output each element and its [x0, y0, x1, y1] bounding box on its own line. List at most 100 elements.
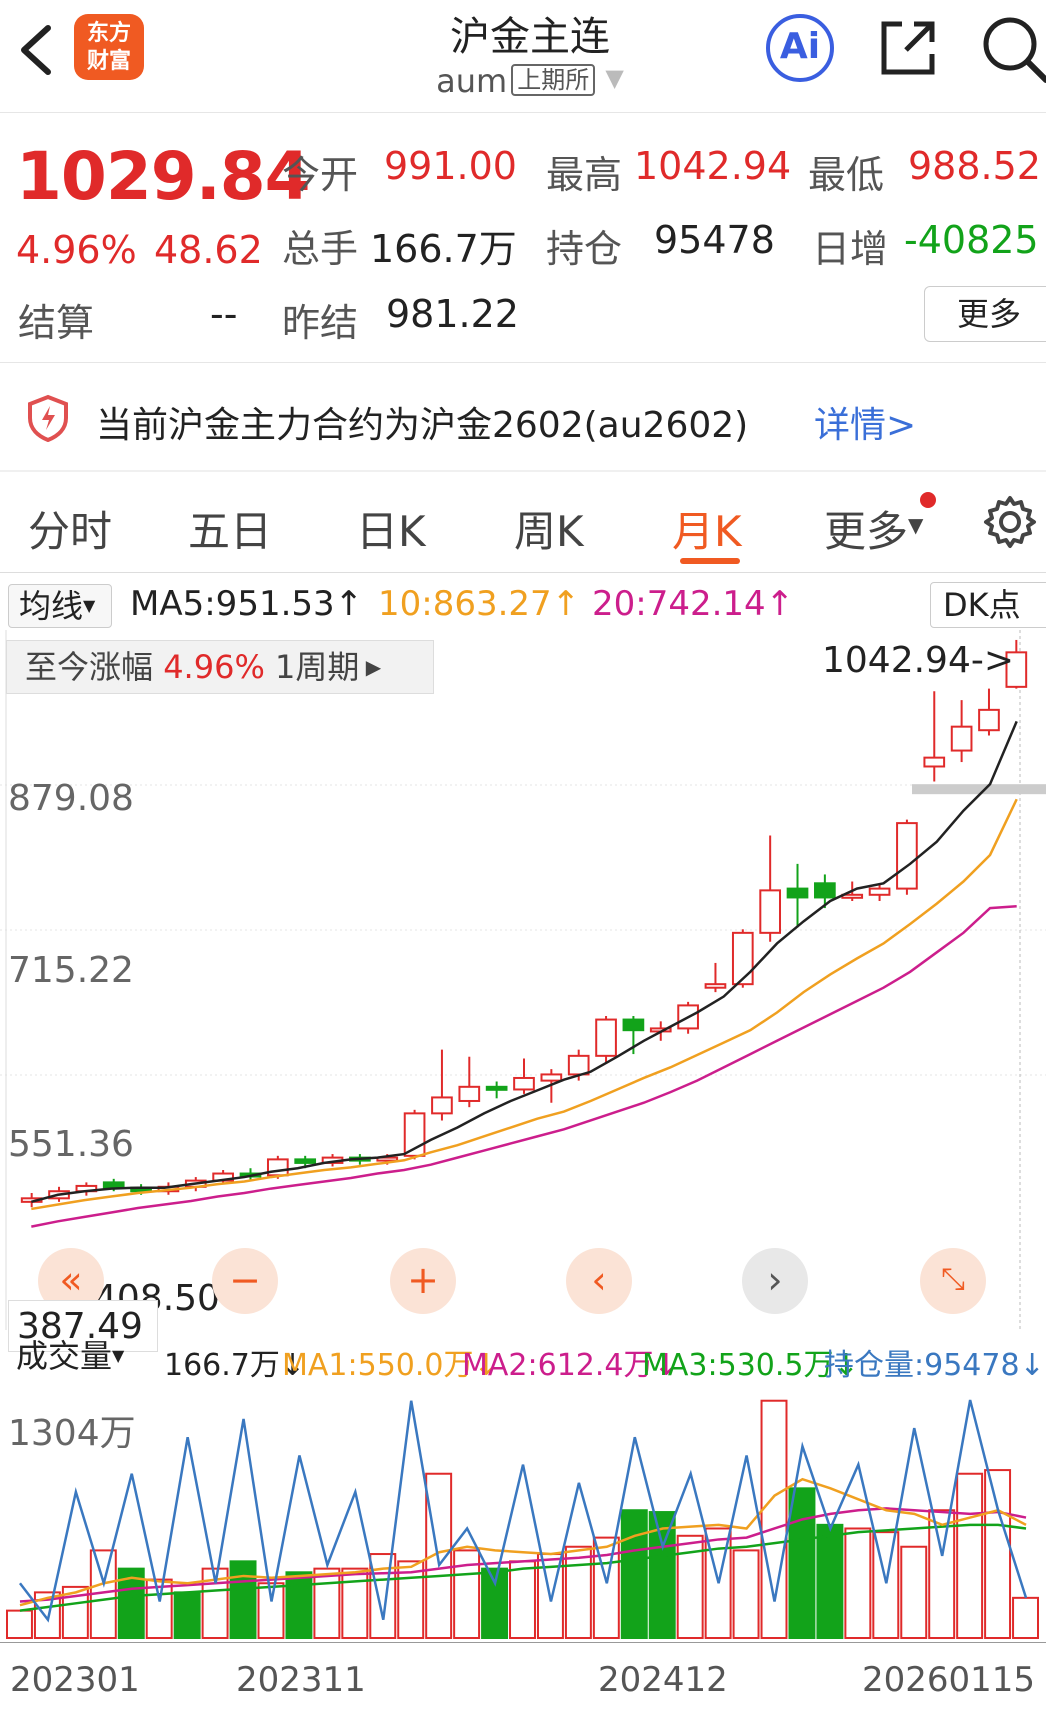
candle-body — [814, 882, 836, 899]
shield-icon — [26, 394, 70, 446]
candle-body — [759, 889, 782, 934]
zoom-in-button[interactable]: + — [390, 1248, 456, 1314]
low-value: 988.52 — [908, 144, 1041, 188]
expand-icon[interactable]: ⤡ — [920, 1248, 986, 1314]
volume-chart[interactable] — [0, 1390, 1046, 1642]
open-value: 991.00 — [384, 144, 517, 188]
candle-body — [458, 1085, 481, 1102]
details-link[interactable]: 详情> — [814, 405, 917, 446]
candle-body — [868, 887, 891, 896]
daily-inc-value: -40825 — [904, 218, 1039, 262]
volume-bar — [648, 1511, 676, 1639]
dk-point-button[interactable]: DK点 — [930, 582, 1046, 628]
volume-value: 166.7万 — [370, 227, 517, 271]
volume-selector[interactable]: 成交量▼ — [8, 1334, 156, 1378]
volume-bar — [620, 1509, 648, 1639]
x-axis-label: 20260115 — [862, 1660, 1036, 1700]
volume-bar — [760, 1399, 788, 1640]
ma20-value: 20:742.14↑ — [592, 584, 795, 624]
ma20-line — [31, 905, 1017, 1228]
oi-indicator: 持仓量:95478↓ — [824, 1348, 1045, 1383]
candle-body — [1005, 651, 1028, 688]
ai-button[interactable]: Ai — [766, 14, 834, 82]
volume-bar — [6, 1609, 33, 1639]
since-change-box[interactable]: 至今涨幅 4.96% 1周期 ▶ — [6, 640, 434, 694]
instrument-code: aum — [436, 62, 508, 100]
search-icon[interactable] — [980, 14, 1046, 88]
volume-bar — [173, 1591, 201, 1640]
volume-bar — [341, 1567, 369, 1639]
vol-ma2: MA2:612.4万↓ — [462, 1348, 679, 1383]
y-axis-label: 551.36 — [8, 1124, 134, 1165]
ma10-value: 10:863.27↑ — [378, 584, 581, 624]
tab-daily-k[interactable]: 日K — [356, 507, 426, 556]
ma5-line — [30, 720, 1018, 1204]
back-icon[interactable] — [14, 20, 64, 80]
volume-bar — [564, 1545, 592, 1639]
more-quote-button[interactable]: 更多 — [924, 286, 1046, 342]
y-axis-label: 879.08 — [8, 778, 134, 819]
gear-icon[interactable] — [982, 494, 1038, 554]
ma-selector-label: 均线 — [19, 587, 84, 625]
volume-value: 166.7万↓ — [164, 1348, 306, 1383]
share-icon[interactable] — [876, 16, 940, 84]
tab-monthly-k[interactable]: 月K — [672, 507, 742, 556]
candle-body — [950, 725, 973, 752]
volume-bar — [481, 1567, 509, 1639]
volume-bar — [816, 1523, 844, 1639]
high-marker: 1042.94-> — [822, 640, 1015, 681]
volume-bar — [844, 1527, 872, 1639]
app-logo: 东方 财富 — [74, 14, 144, 80]
x-axis-label: 202412 — [598, 1660, 728, 1700]
settle-label: 结算 — [18, 301, 95, 345]
divider — [0, 1642, 1046, 1643]
volume-bar — [229, 1560, 257, 1639]
ma-lines — [30, 720, 1018, 1228]
volume-label: 总手 — [282, 227, 359, 271]
page-title: 沪金主连 — [450, 14, 610, 60]
volume-bar — [285, 1571, 313, 1639]
candle-body — [978, 708, 1000, 732]
tab-intraday[interactable]: 分时 — [28, 507, 113, 556]
exchange-badge: 上期所 — [511, 64, 596, 96]
volume-bar — [956, 1472, 984, 1640]
volume-lines — [18, 1399, 1028, 1623]
zoom-out-button[interactable]: − — [212, 1248, 278, 1314]
volume-bar — [928, 1509, 956, 1639]
chevron-right-icon: ▶ — [359, 655, 382, 679]
candle-body — [102, 1181, 125, 1189]
oi-value: 95478 — [654, 218, 775, 262]
volume-max-label: 1304万 — [8, 1413, 136, 1454]
since-label: 至今涨幅 — [25, 648, 154, 686]
tab-weekly-k[interactable]: 周K — [514, 507, 584, 556]
volume-bars — [6, 1399, 1040, 1640]
volume-bar — [313, 1567, 341, 1639]
open-label: 今开 — [282, 153, 359, 197]
candle-body — [786, 887, 809, 899]
chevron-left-icon[interactable]: ‹ — [566, 1248, 632, 1314]
candle-body — [896, 822, 918, 890]
active-tab-indicator — [680, 558, 740, 564]
price-chart[interactable] — [0, 630, 1046, 1330]
candle-body — [704, 983, 727, 989]
y-axis-label: 715.22 — [8, 950, 134, 991]
notification-dot — [920, 492, 936, 508]
instrument-code-row[interactable]: aum 上期所 ▼ — [370, 60, 690, 100]
ma-selector[interactable]: 均线▼ — [8, 584, 112, 628]
candle-body — [294, 1158, 317, 1164]
candle-body — [595, 1018, 617, 1057]
tab-more[interactable]: 更多▼ — [824, 498, 923, 559]
volume-bar — [900, 1545, 928, 1639]
since-value: 4.96% — [163, 648, 265, 686]
price-grid — [0, 630, 1046, 1330]
tab-five-day[interactable]: 五日 — [188, 507, 273, 556]
candle-body — [567, 1054, 590, 1076]
contract-notice: 当前沪金主力合约为沪金2602(au2602) — [96, 405, 749, 446]
volume-selector-label: 成交量 — [16, 1337, 113, 1375]
candle-body — [731, 931, 754, 986]
candle-body — [622, 1018, 645, 1032]
logo-text-1: 东方 — [86, 21, 131, 46]
chevron-right-icon[interactable]: › — [742, 1248, 808, 1314]
high-value: 1042.94 — [634, 144, 792, 188]
logo-text-2: 财富 — [86, 49, 131, 74]
